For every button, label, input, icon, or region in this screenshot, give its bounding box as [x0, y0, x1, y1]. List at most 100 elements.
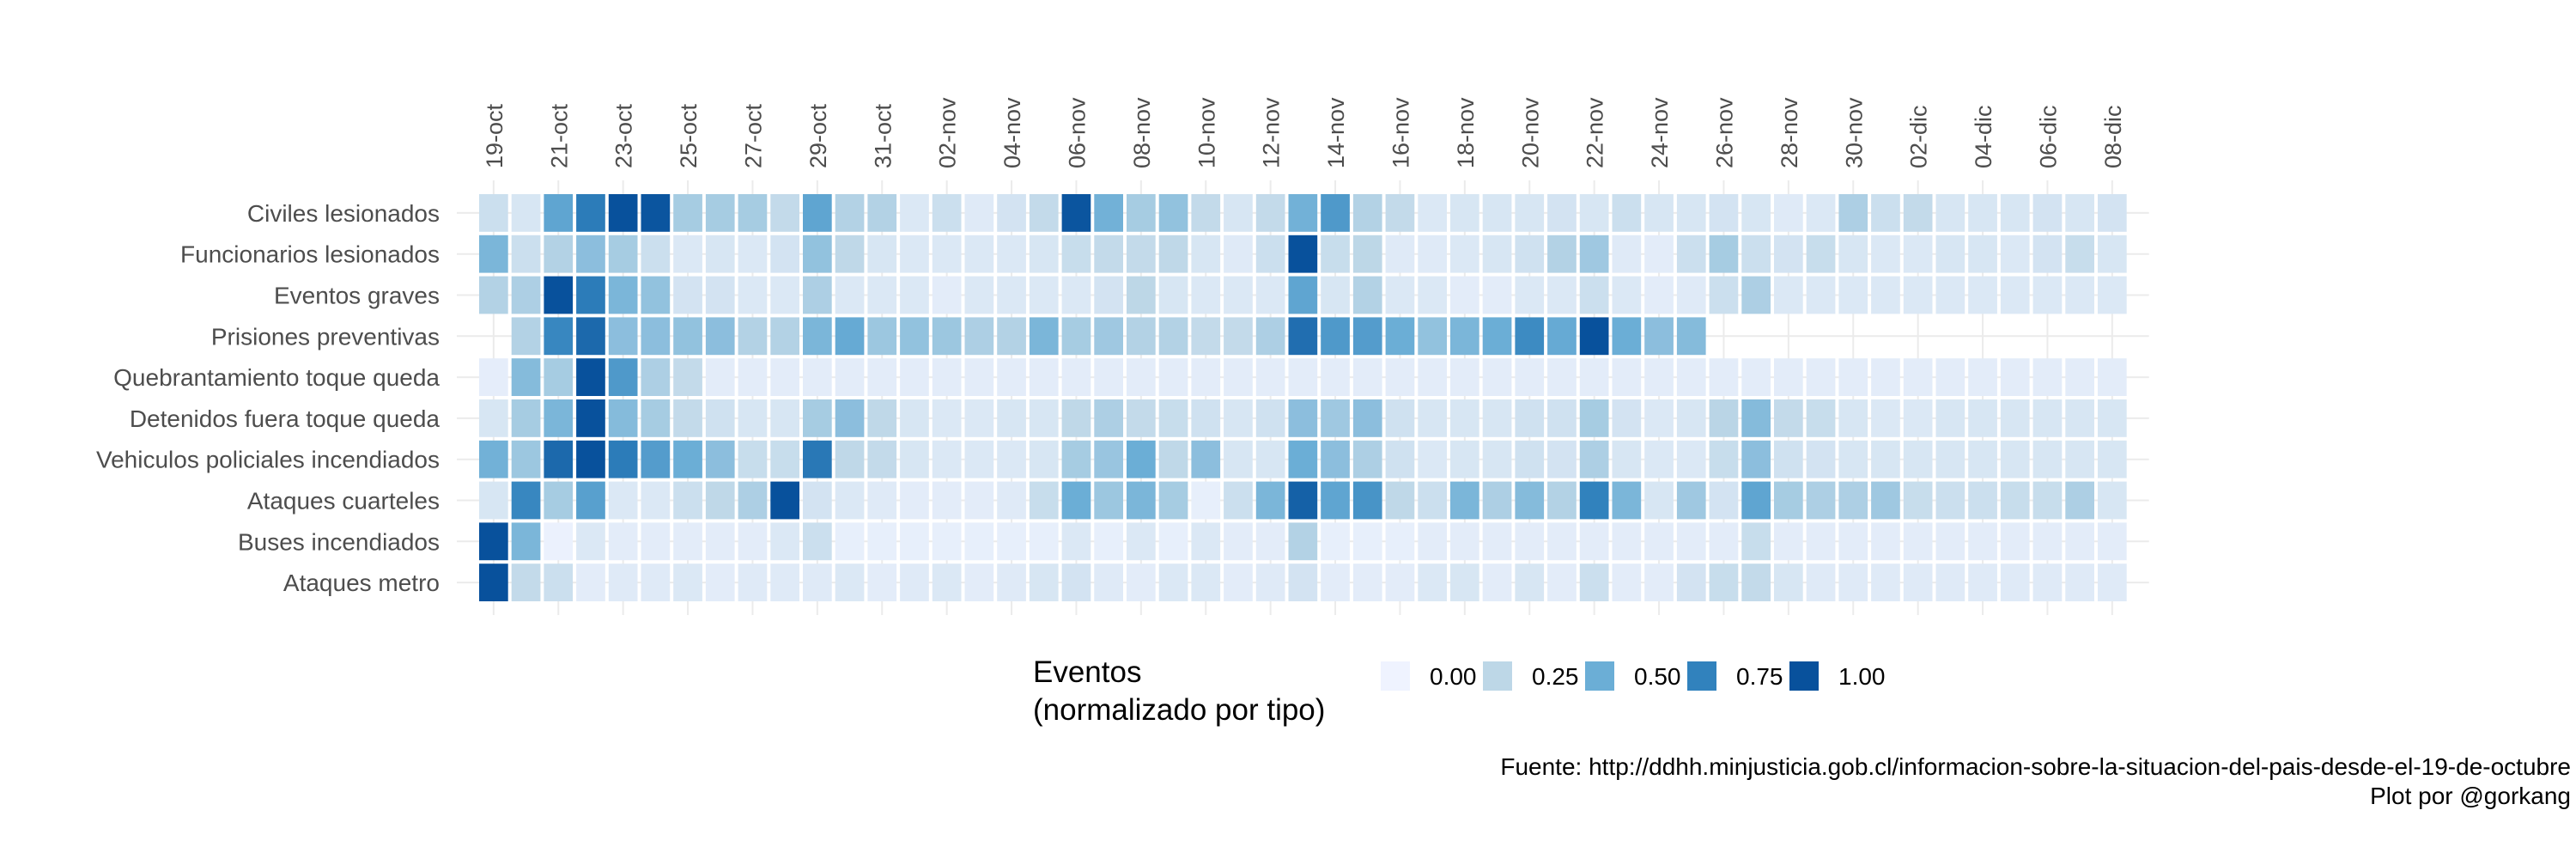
- heatmap-cell: [803, 317, 832, 356]
- heatmap-cell: [1806, 564, 1836, 601]
- heatmap-cell: [1547, 564, 1577, 601]
- heatmap-cell: [1158, 522, 1188, 561]
- x-axis-tick-label: 08-nov: [1129, 97, 1155, 168]
- heatmap-cell: [705, 564, 735, 601]
- heatmap-cell: [1450, 235, 1479, 273]
- heatmap-cell: [1547, 235, 1577, 273]
- heatmap-cell: [479, 440, 508, 478]
- heatmap-cell: [1871, 481, 1900, 520]
- heatmap-cell: [1644, 276, 1674, 314]
- heatmap-cell: [1676, 399, 1706, 437]
- heatmap-cell: [1612, 276, 1642, 314]
- heatmap-cell: [2032, 399, 2063, 437]
- heatmap-cell: [867, 235, 897, 273]
- heatmap-cell: [1352, 440, 1382, 478]
- heatmap-cell: [608, 317, 638, 356]
- heatmap-cell: [544, 194, 574, 232]
- heatmap-cell: [673, 194, 702, 232]
- heatmap-cell: [1224, 235, 1253, 273]
- heatmap-cell: [1838, 564, 1868, 601]
- heatmap-cell: [1968, 358, 1997, 396]
- heatmap-cell: [1644, 194, 1674, 232]
- heatmap-cell: [1029, 564, 1059, 601]
- heatmap-cell: [2065, 481, 2094, 520]
- heatmap-cell: [1709, 194, 1739, 232]
- heatmap-cell: [576, 194, 605, 232]
- heatmap-cell: [997, 194, 1026, 232]
- heatmap-cell: [1418, 358, 1447, 396]
- heatmap-cell: [770, 276, 799, 314]
- heatmap-cell: [1288, 522, 1318, 561]
- heatmap-cell: [1547, 481, 1577, 520]
- heatmap-cell: [2000, 235, 2030, 273]
- heatmap-cell: [1903, 276, 1933, 314]
- heatmap-cell: [738, 194, 768, 232]
- heatmap-cell: [1352, 235, 1382, 273]
- heatmap-cell: [1579, 440, 1609, 478]
- heatmap-cell: [1774, 399, 1803, 437]
- heatmap-cell: [608, 235, 638, 273]
- heatmap-cell: [1741, 399, 1771, 437]
- heatmap-cell: [1741, 481, 1771, 520]
- heatmap-cell: [867, 194, 897, 232]
- heatmap-cell: [1127, 564, 1156, 601]
- heatmap-cell: [835, 194, 865, 232]
- heatmap-cell: [1903, 440, 1933, 478]
- heatmap-cell: [1676, 358, 1706, 396]
- heatmap-cell: [2032, 235, 2063, 273]
- heatmap-cell: [576, 276, 605, 314]
- heatmap-cell: [1741, 235, 1771, 273]
- heatmap-cell: [705, 440, 735, 478]
- x-axis-tick-label: 23-oct: [611, 103, 637, 168]
- heatmap-cell: [1515, 317, 1545, 356]
- legend-swatch: [1483, 661, 1512, 691]
- heatmap-cell: [1579, 317, 1609, 356]
- heatmap-cell: [2000, 440, 2030, 478]
- heatmap-cell: [673, 317, 702, 356]
- heatmap-cell: [705, 235, 735, 273]
- heatmap-cell: [900, 317, 929, 356]
- heatmap-cell: [641, 564, 671, 601]
- heatmap-cell: [1579, 481, 1609, 520]
- heatmap-cell: [511, 276, 541, 314]
- heatmap-cell: [1094, 317, 1123, 356]
- heatmap-cell: [1547, 358, 1577, 396]
- heatmap-cell: [705, 276, 735, 314]
- heatmap-cell: [544, 317, 574, 356]
- heatmap-cell: [932, 276, 962, 314]
- heatmap-cell: [1806, 440, 1836, 478]
- heatmap-cell: [544, 440, 574, 478]
- heatmap-cell: [641, 399, 671, 437]
- heatmap-cell: [1321, 522, 1350, 561]
- x-axis-labels: 19-oct 21-oct 23-oct 25-oct 27-oct 29-oct 31-o…: [482, 97, 2126, 168]
- heatmap-cell: [2000, 481, 2030, 520]
- heatmap-cell: [1418, 194, 1447, 232]
- x-axis-tick-label: 16-nov: [1388, 97, 1413, 168]
- heatmap-cell: [1482, 194, 1512, 232]
- heatmap-cell: [900, 399, 929, 437]
- heatmap-cell: [1418, 317, 1447, 356]
- heatmap-cell: [1158, 317, 1188, 356]
- heatmap-cell: [2000, 276, 2030, 314]
- heatmap-cell: [770, 399, 799, 437]
- heatmap-cell: [964, 481, 994, 520]
- x-axis-tick-label: 22-nov: [1583, 97, 1608, 168]
- heatmap-cell: [1547, 276, 1577, 314]
- heatmap-cell: [997, 481, 1026, 520]
- heatmap-cell: [1255, 399, 1285, 437]
- heatmap-cell: [1255, 522, 1285, 561]
- heatmap-cell: [1515, 522, 1545, 561]
- y-axis-label: Ataques cuarteles: [247, 488, 440, 515]
- heatmap-cell: [1838, 235, 1868, 273]
- heatmap-cell: [1612, 522, 1642, 561]
- heatmap-cell: [1288, 564, 1318, 601]
- heatmap-cell: [2098, 358, 2127, 396]
- heatmap-cell: [1158, 235, 1188, 273]
- heatmap-cell: [738, 399, 768, 437]
- heatmap-cell: [1612, 440, 1642, 478]
- heatmap-cell: [1418, 440, 1447, 478]
- heatmap-cell: [576, 522, 605, 561]
- x-axis-tick-label: 20-nov: [1517, 97, 1543, 168]
- heatmap-cell: [2098, 235, 2127, 273]
